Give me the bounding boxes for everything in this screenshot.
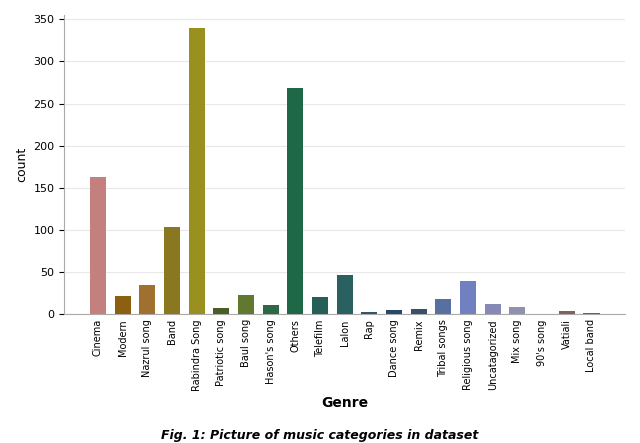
Bar xyxy=(164,227,180,315)
Bar xyxy=(238,295,254,315)
Bar xyxy=(559,311,575,315)
Bar xyxy=(386,310,402,315)
X-axis label: Genre: Genre xyxy=(321,396,368,410)
Bar xyxy=(262,305,278,315)
Y-axis label: count: count xyxy=(15,147,28,183)
Bar xyxy=(287,88,303,315)
Bar xyxy=(534,314,550,315)
Bar xyxy=(362,312,378,315)
Text: Fig. 1: Picture of music categories in dataset: Fig. 1: Picture of music categories in d… xyxy=(161,428,479,442)
Bar xyxy=(460,280,476,315)
Bar xyxy=(140,285,156,315)
Bar xyxy=(90,177,106,315)
Bar xyxy=(213,307,229,315)
Bar xyxy=(509,307,525,315)
Bar xyxy=(435,299,451,315)
Bar xyxy=(584,313,600,315)
Bar xyxy=(189,28,205,315)
Bar xyxy=(115,296,131,315)
Bar xyxy=(484,304,500,315)
Bar xyxy=(312,297,328,315)
Bar xyxy=(411,309,427,315)
Bar xyxy=(337,275,353,315)
